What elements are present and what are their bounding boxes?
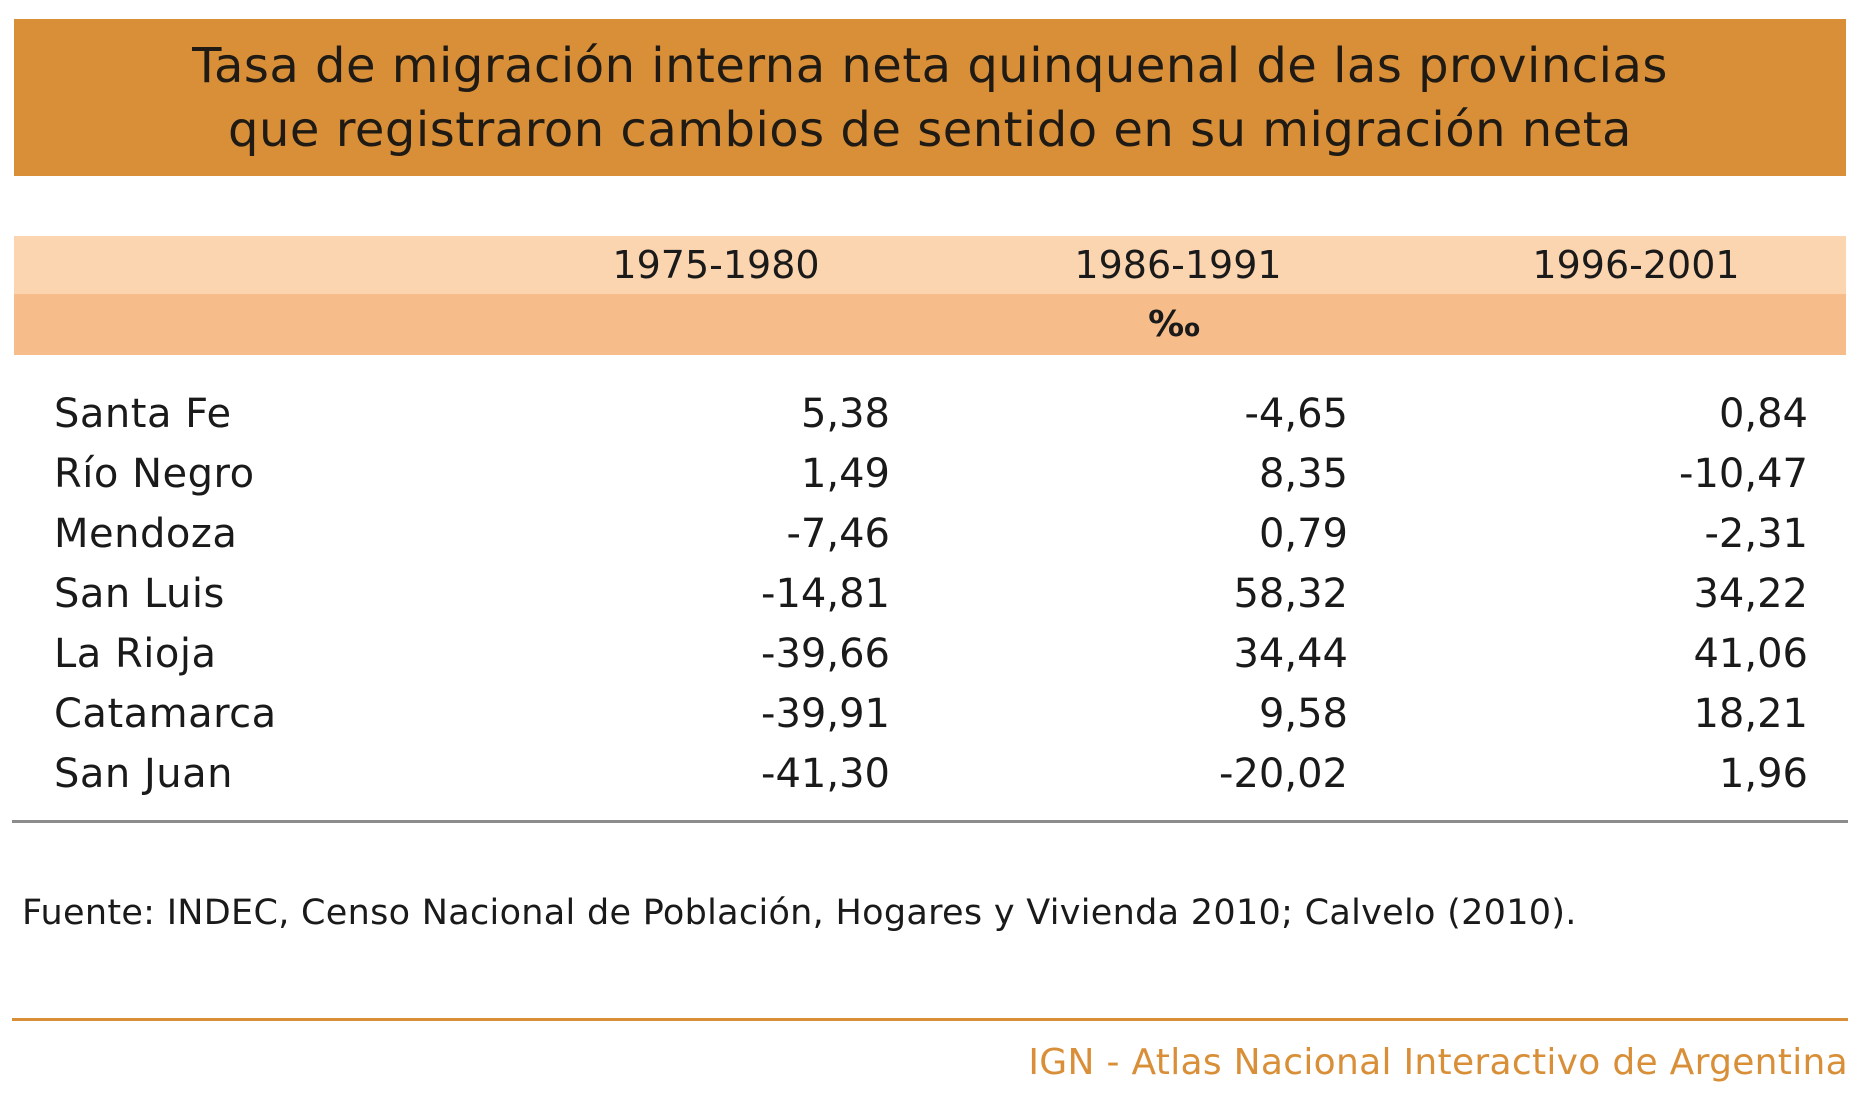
table-cell: 34,44: [1233, 631, 1348, 677]
table-cell: 41,06: [1693, 631, 1808, 677]
title-banner: Tasa de migración interna neta quinquena…: [14, 19, 1846, 176]
table-row: Mendoza -7,46 0,79 -2,31: [0, 504, 1860, 564]
table-cell: 1,49: [800, 451, 890, 497]
unit-header-row: ‰: [14, 294, 1846, 355]
row-label: Santa Fe: [54, 391, 232, 437]
table-cell: -10,47: [1679, 451, 1808, 497]
row-label: Catamarca: [54, 691, 277, 737]
table-cell: -7,46: [786, 511, 891, 557]
table-cell: 5,38: [800, 391, 890, 437]
table-bottom-rule: [12, 820, 1848, 823]
row-label: San Juan: [54, 751, 233, 797]
title-line-1: Tasa de migración interna neta quinquena…: [192, 37, 1668, 94]
table-cell: 0,84: [1718, 391, 1808, 437]
table-cell: -4,65: [1244, 391, 1349, 437]
table-cell: 8,35: [1258, 451, 1348, 497]
table-cell: -2,31: [1704, 511, 1809, 557]
table-cell: -14,81: [761, 571, 890, 617]
row-label: Mendoza: [54, 511, 238, 557]
table-cell: 0,79: [1258, 511, 1348, 557]
table-row: San Luis -14,81 58,32 34,22: [0, 564, 1860, 624]
table-body: Santa Fe 5,38 -4,65 0,84 Río Negro 1,49 8,35 -1…: [0, 384, 1860, 804]
column-header-1975-1980: 1975-1980: [612, 243, 820, 287]
table-row: Río Negro 1,49 8,35 -10,47: [0, 444, 1860, 504]
unit-label: ‰: [1148, 304, 1200, 345]
column-header-row: 1975-1980 1986-1991 1996-2001: [14, 236, 1846, 294]
column-header-1986-1991: 1986-1991: [1074, 243, 1282, 287]
row-label: Río Negro: [54, 451, 255, 497]
source-note: Fuente: INDEC, Censo Nacional de Poblaci…: [22, 893, 1577, 933]
table-cell: 1,96: [1718, 751, 1808, 797]
column-header-1996-2001: 1996-2001: [1532, 243, 1740, 287]
row-label: San Luis: [54, 571, 225, 617]
table-row: La Rioja -39,66 34,44 41,06: [0, 624, 1860, 684]
table-row: Santa Fe 5,38 -4,65 0,84: [0, 384, 1860, 444]
table-cell: 9,58: [1258, 691, 1348, 737]
credit-line: IGN - Atlas Nacional Interactivo de Arge…: [1028, 1042, 1848, 1083]
table-cell: 58,32: [1233, 571, 1348, 617]
row-label: La Rioja: [54, 631, 217, 677]
table-cell: -20,02: [1219, 751, 1348, 797]
table-row: San Juan -41,30 -20,02 1,96: [0, 744, 1860, 804]
table-row: Catamarca -39,91 9,58 18,21: [0, 684, 1860, 744]
table-cell: -41,30: [761, 751, 890, 797]
table-cell: -39,66: [761, 631, 890, 677]
footer-rule: [12, 1018, 1848, 1021]
table-cell: -39,91: [761, 691, 890, 737]
title-line-2: que registraron cambios de sentido en su…: [228, 101, 1632, 158]
table-cell: 18,21: [1693, 691, 1808, 737]
table-cell: 34,22: [1693, 571, 1808, 617]
